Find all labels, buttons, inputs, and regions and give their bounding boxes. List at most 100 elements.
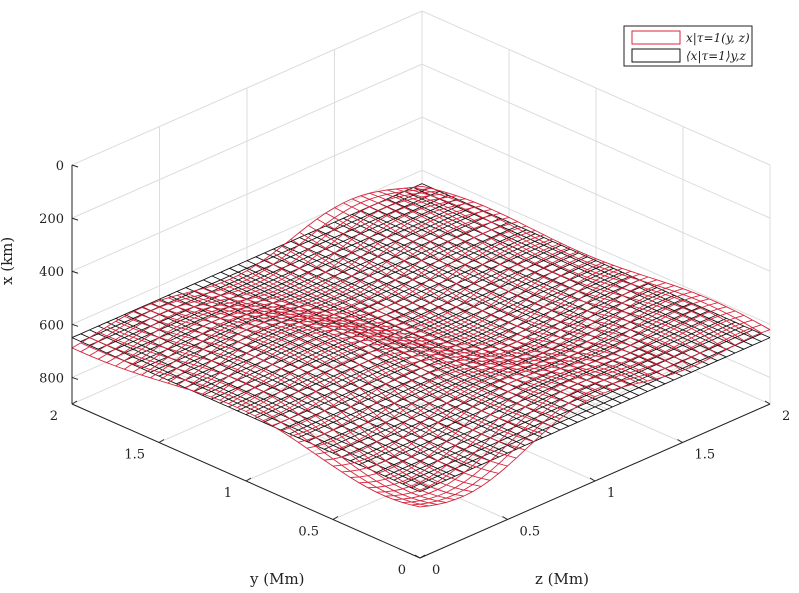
tau-mesh-line xyxy=(89,337,438,505)
grid-line xyxy=(71,10,771,166)
z-tick-label: 1 xyxy=(607,486,615,501)
grid-line xyxy=(334,288,683,443)
tau-mesh-line xyxy=(290,238,639,384)
mean-mesh-line xyxy=(395,194,744,350)
tau-mesh-line xyxy=(106,326,456,501)
z-tick xyxy=(414,554,421,559)
tau-mesh-line xyxy=(168,297,517,459)
z-tick xyxy=(677,439,683,443)
legend-swatch-red xyxy=(631,30,681,45)
tau-mesh-line xyxy=(413,186,762,334)
mean-mesh-line xyxy=(421,183,771,339)
tau-mesh-line xyxy=(404,187,753,337)
tau-mesh-line xyxy=(159,300,508,467)
tau-mesh-line xyxy=(255,264,604,394)
tau-mesh-line xyxy=(351,198,701,364)
y-axis-title: y (Mm) xyxy=(249,570,305,588)
y-tick xyxy=(71,400,78,405)
mean-mesh-line xyxy=(238,264,587,419)
x-tick xyxy=(71,217,79,221)
tau-mesh-line xyxy=(395,188,745,341)
mean-mesh-line xyxy=(80,333,429,489)
mean-mesh-line xyxy=(229,267,578,423)
mean-mesh-line xyxy=(89,329,438,485)
tau-mesh-line xyxy=(203,288,552,427)
tau-mesh-line xyxy=(194,290,543,435)
x-tick xyxy=(71,270,79,274)
tau-mesh-line xyxy=(421,185,771,331)
x-tick-label: 400 xyxy=(39,265,64,280)
mean-mesh-line xyxy=(378,202,727,358)
mean-mesh-line xyxy=(71,337,421,493)
mean-mesh-line xyxy=(281,244,631,400)
tau-mesh-line xyxy=(80,342,429,507)
tau-mesh-line xyxy=(386,189,736,346)
mean-surface-mesh xyxy=(71,183,771,493)
tau-mesh-line xyxy=(185,292,534,443)
grid-line xyxy=(71,222,771,378)
tau-mesh-line xyxy=(378,190,727,351)
y-tick-label: 2 xyxy=(50,409,58,424)
z-tick xyxy=(502,516,508,520)
mean-mesh-line xyxy=(159,298,508,454)
tau-mesh-line xyxy=(343,202,692,368)
mean-mesh-line xyxy=(115,317,464,473)
y-tick-label: 1 xyxy=(224,486,232,501)
ticks: 0 200 400 600 800 0 0.5 1 1.5 2 0 0.5 1 1.5 2 xyxy=(39,159,790,578)
mean-mesh-line xyxy=(360,210,709,366)
tau-mesh-line xyxy=(264,259,613,391)
mean-mesh-line xyxy=(413,187,762,342)
legend-swatch-black xyxy=(631,48,681,63)
tau-mesh-line xyxy=(115,320,464,497)
mean-mesh-line xyxy=(98,325,447,481)
z-tick-label: 2 xyxy=(782,409,790,424)
tau-mesh-line xyxy=(98,331,447,503)
tau-mesh-line xyxy=(325,212,675,375)
tau-mesh-line xyxy=(220,282,569,413)
x-tick xyxy=(71,376,79,380)
x-tick-label: 600 xyxy=(39,318,64,333)
tau-mesh-line xyxy=(219,246,571,401)
tau-mesh-line xyxy=(299,232,648,382)
tau-mesh-line xyxy=(211,285,561,420)
x-tick-label: 0 xyxy=(56,159,64,174)
legend-label-black: ⟨x|τ=1⟩y,z xyxy=(686,49,747,63)
y-tick-label: 1.5 xyxy=(124,448,145,463)
tau-mesh-line xyxy=(246,270,596,398)
tau-mesh-line xyxy=(124,315,473,493)
tau-mesh-line xyxy=(71,347,421,508)
tau-mesh-line xyxy=(141,307,491,481)
z-tick-label: 0 xyxy=(432,563,440,578)
tau-mesh-line xyxy=(360,195,710,360)
legend: x|τ=1(y, z) ⟨x|τ=1⟩y,z xyxy=(623,25,753,67)
tau-surface-mesh xyxy=(71,185,771,508)
x-tick xyxy=(71,323,79,327)
y-tick xyxy=(332,516,339,520)
y-tick xyxy=(419,554,426,559)
z-axis-title: z (Mm) xyxy=(535,570,589,588)
grid-line xyxy=(71,249,423,405)
grid-line xyxy=(71,116,771,272)
tau-mesh-line xyxy=(369,192,718,355)
tau-mesh-line xyxy=(334,207,683,371)
x-axis-title: x (km) xyxy=(0,237,16,285)
tau-mesh-line xyxy=(281,245,631,386)
legend-label-red: x|τ=1(y, z) xyxy=(686,31,750,45)
legend-box xyxy=(623,25,753,67)
mean-mesh-line xyxy=(220,271,569,427)
y-tick xyxy=(158,439,165,443)
mean-mesh-line xyxy=(246,260,596,416)
y-tick-label: 0.5 xyxy=(298,525,319,540)
mean-mesh-line xyxy=(299,237,648,392)
grid-line xyxy=(421,249,771,405)
y-tick-label: 0 xyxy=(398,563,406,578)
tau-mesh-line xyxy=(133,311,482,487)
x-tick-label: 800 xyxy=(39,371,64,386)
mean-mesh-line xyxy=(176,290,526,446)
tau-mesh-line xyxy=(150,303,499,474)
grid-line xyxy=(71,63,771,219)
tau-mesh-line xyxy=(245,258,597,412)
mean-mesh-line xyxy=(150,302,499,458)
